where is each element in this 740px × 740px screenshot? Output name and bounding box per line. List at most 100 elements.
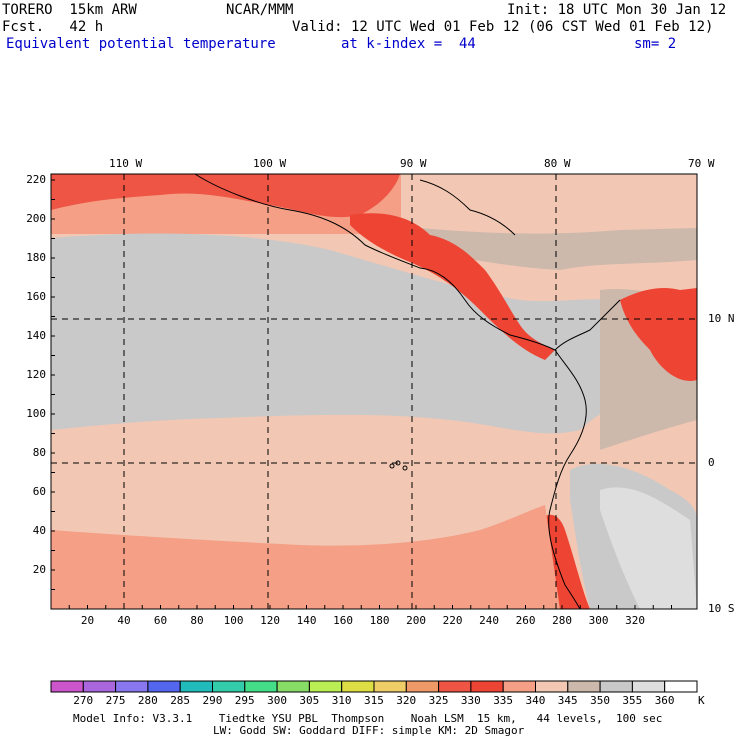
colorbar-swatch (82, 680, 117, 693)
colorbar-swatch (212, 680, 246, 693)
colorbar-swatch (50, 680, 84, 693)
colorbar-swatch (179, 680, 213, 693)
y-axis-label: 60 (32, 485, 47, 498)
grid-x-ticks (68, 605, 672, 609)
y-axis-label: 140 (26, 329, 47, 342)
south-warm-band (51, 505, 560, 609)
x-axis-label: 40 (117, 614, 131, 627)
x-axis-label: 240 (479, 614, 499, 627)
colorbar-swatch (276, 680, 310, 693)
init-time: Init: 18 UTC Mon 30 Jan 12 (507, 2, 727, 18)
field-name: Equivalent potential temperature (6, 36, 276, 52)
y-axis-label: 80 (32, 446, 47, 459)
colorbar-level: 290 (202, 694, 223, 707)
grid-y-ticks (51, 179, 55, 590)
colorbar-level: 285 (170, 694, 191, 707)
colorbar-swatch (631, 680, 666, 693)
colorbar-swatch (341, 680, 375, 693)
y-axis-label: 180 (26, 251, 47, 264)
coastlines (194, 173, 621, 610)
colorbar-swatch (567, 680, 601, 693)
x-axis-label: 180 (369, 614, 390, 627)
lat-lon-grid (51, 174, 697, 609)
galapagos (389, 460, 408, 471)
colorbar-level: 330 (460, 694, 481, 707)
lat-label-0: 0 (708, 456, 715, 469)
lat-label-10s: 10 S (708, 602, 735, 615)
colorbar-level: 335 (493, 694, 514, 707)
x-axis-label: 260 (515, 614, 536, 627)
x-axis-label: 300 (588, 614, 609, 627)
gray-band (51, 233, 660, 434)
x-axis-label: 200 (406, 614, 426, 627)
forecast-hour: Fcst. 42 h (2, 19, 104, 35)
x-axis-label: 80 (190, 614, 204, 627)
colorbar-swatch (599, 680, 633, 693)
y-axis-label: 100 (26, 407, 47, 420)
y-axis-label: 120 (26, 368, 47, 381)
colorbar-level: 345 (557, 694, 578, 707)
model-info-line2: LW: Godd SW: Goddard DIFF: simple KM: 2D… (213, 724, 525, 737)
colorbar-swatch (115, 680, 149, 693)
colorbar-level: 320 (396, 694, 417, 707)
lat-label-10n: 10 N (708, 312, 735, 325)
x-axis-label: 280 (552, 614, 572, 627)
y-axis-label: 40 (32, 524, 47, 537)
model-title: TORERO 15km ARW (2, 2, 137, 18)
colorbar-level: 340 (525, 694, 546, 707)
org-label: NCAR/MMM (226, 2, 294, 18)
lon-label-70w: 70 W (688, 157, 715, 170)
colorbar-swatch (147, 680, 181, 693)
colorbar-swatch (405, 680, 440, 693)
colorbar-level: 275 (105, 694, 126, 707)
colorbar-level: 295 (234, 694, 255, 707)
colorbar-level: 280 (137, 694, 158, 707)
model-info-line1: Model Info: V3.3.1 Tiedtke YSU PBL Thomp… (73, 712, 663, 725)
colorbar-swatch (535, 680, 569, 693)
colorbar-level: 355 (622, 694, 643, 707)
colorbar-unit: K (698, 694, 705, 707)
colombia-warm (620, 288, 697, 381)
lon-label-110w: 110 W (109, 157, 143, 170)
gray-band-north (420, 228, 697, 270)
colorbar-level: 315 (364, 694, 384, 707)
y-axis-label: 200 (26, 212, 47, 225)
level-label: at k-index = 44 (341, 36, 476, 52)
colorbar-swatch (438, 680, 472, 693)
colorbar-level: 350 (590, 694, 610, 707)
y-axis-label: 220 (26, 173, 47, 186)
central-america-warm (350, 213, 555, 360)
valid-time: Valid: 12 UTC Wed 01 Feb 12 (06 CST Wed … (292, 19, 714, 35)
x-axis-label: 220 (442, 614, 463, 627)
x-axis-label: 60 (153, 614, 168, 627)
peru-white (600, 487, 697, 609)
x-axis-label: 160 (333, 614, 353, 627)
y-axis-label: 20 (32, 563, 47, 576)
colorbar-level: 310 (331, 694, 352, 707)
colorbar-level: 270 (73, 694, 94, 707)
colorbar-level: 360 (654, 694, 675, 707)
lon-label-90w: 90 W (400, 157, 427, 170)
lon-label-80w: 80 W (544, 157, 571, 170)
colorbar-swatch (664, 680, 698, 693)
x-axis-label: 20 (80, 614, 95, 627)
colorbar-swatch (244, 680, 278, 693)
colorbar-level: 325 (428, 694, 449, 707)
smoothing-label: sm= 2 (634, 36, 677, 52)
x-axis-label: 320 (625, 614, 645, 627)
mexico-warm (51, 174, 400, 218)
colorbar-swatch (308, 680, 343, 693)
colorbar-level: 300 (267, 694, 287, 707)
y-axis-label: 160 (26, 290, 47, 303)
map-frame (50, 173, 698, 610)
colorbar-swatch (502, 680, 537, 693)
lon-label-100w: 100 W (253, 157, 287, 170)
colorbar-swatch (373, 680, 407, 693)
x-axis-label: 100 (223, 614, 244, 627)
x-axis-label: 120 (260, 614, 280, 627)
x-axis-label: 140 (296, 614, 317, 627)
colorbar-level: 305 (299, 694, 320, 707)
colorbar-swatch (470, 680, 504, 693)
